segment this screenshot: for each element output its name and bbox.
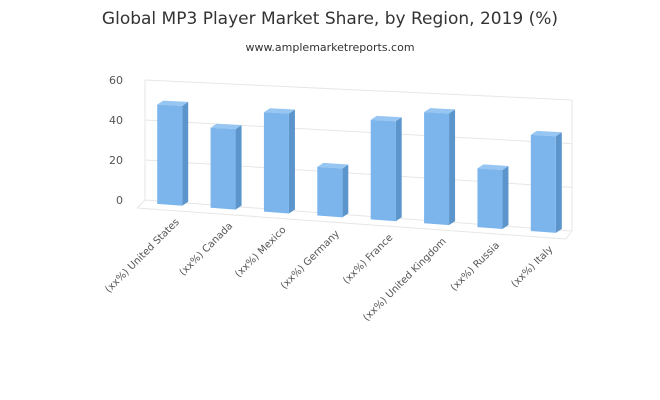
y-tick-label: 40 (109, 114, 123, 127)
x-tick-label: (xx%) Germany (279, 228, 342, 291)
gridline (144, 119, 573, 145)
floor-edge (136, 207, 567, 240)
x-tick-label: (xx%) United States (103, 217, 182, 296)
y-tick-label: 20 (109, 154, 123, 167)
bar (263, 108, 295, 214)
bar-side (555, 132, 562, 233)
x-tick-label: (xx%) France (341, 232, 395, 286)
bar-top (477, 164, 509, 170)
bar-top (210, 123, 242, 130)
y-tick-label: 0 (116, 194, 123, 207)
bar (477, 164, 509, 229)
bar-top (263, 108, 295, 114)
bar-top (424, 108, 456, 114)
bar-side (449, 109, 456, 226)
bar-front (263, 112, 289, 214)
bar-side (182, 101, 189, 206)
bar-top (530, 130, 562, 137)
bar-side (502, 165, 509, 229)
bar-top (317, 162, 349, 169)
bar-front (317, 166, 343, 218)
x-tick-label: (xx%) Russia (449, 240, 502, 293)
bar-front (477, 168, 503, 229)
bars (157, 100, 562, 233)
bar-top (370, 115, 402, 122)
floor-edge (565, 230, 573, 240)
bar-front (210, 127, 236, 210)
bar (210, 123, 242, 210)
bar-side (395, 117, 402, 222)
bar-front (424, 112, 450, 226)
bar (317, 162, 349, 218)
bar (424, 108, 456, 226)
gridline (144, 79, 573, 101)
bar (370, 115, 402, 222)
x-tick-label: (xx%) Canada (178, 221, 236, 279)
y-axis-ticks: 0 20 40 60 (109, 74, 123, 207)
chart-title: Global MP3 Player Market Share, by Regio… (102, 9, 558, 29)
bar-front (530, 134, 556, 233)
bar-top (157, 100, 189, 106)
floor-edge (136, 199, 146, 209)
bar-front (370, 119, 396, 222)
bar (157, 100, 189, 206)
x-tick-label: (xx%) Italy (509, 244, 555, 290)
bar-front (157, 104, 183, 206)
y-tick-label: 60 (109, 74, 123, 87)
bar-side (288, 109, 295, 214)
x-tick-label: (xx%) Mexico (233, 225, 288, 280)
bar (530, 130, 562, 233)
bar-side (342, 164, 349, 218)
bar-side (235, 125, 242, 210)
chart-subtitle: www.amplemarketreports.com (245, 41, 414, 54)
